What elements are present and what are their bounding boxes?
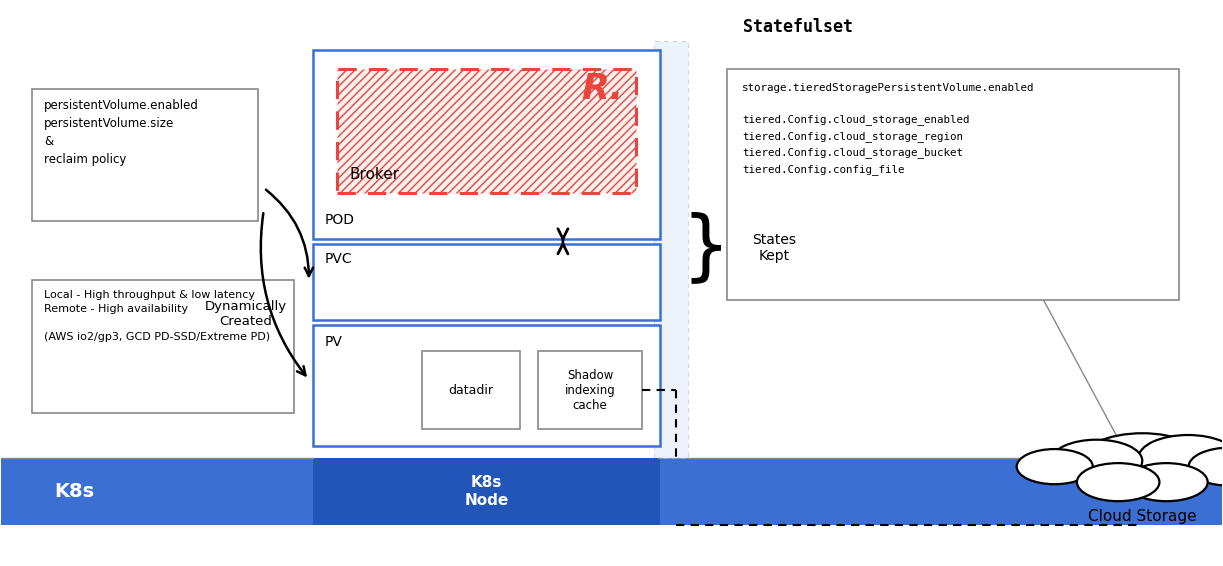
Bar bbox=[1, 457, 1222, 525]
Text: K8s: K8s bbox=[55, 482, 94, 501]
Bar bbox=[654, 41, 689, 457]
Text: PV: PV bbox=[325, 336, 342, 349]
Text: Cloud Storage: Cloud Storage bbox=[1088, 509, 1196, 524]
Bar bbox=[313, 50, 660, 239]
Bar bbox=[313, 325, 660, 447]
Text: datadir: datadir bbox=[449, 384, 494, 397]
Bar bbox=[32, 89, 258, 221]
Circle shape bbox=[1125, 463, 1207, 501]
Text: }: } bbox=[681, 211, 730, 285]
Bar bbox=[728, 69, 1179, 300]
Text: Shadow
indexing
cache: Shadow indexing cache bbox=[565, 368, 615, 411]
Circle shape bbox=[1079, 433, 1206, 492]
Text: PVC: PVC bbox=[325, 252, 352, 266]
Bar bbox=[313, 243, 660, 320]
Bar bbox=[338, 69, 636, 193]
Bar bbox=[538, 350, 642, 430]
Text: storage.tieredStoragePersistentVolume.enabled

tiered.Config.cloud_storage_enabl: storage.tieredStoragePersistentVolume.en… bbox=[742, 83, 1035, 175]
Bar bbox=[32, 280, 295, 413]
Text: States
Kept: States Kept bbox=[752, 233, 796, 263]
Circle shape bbox=[1016, 449, 1093, 484]
Circle shape bbox=[1051, 440, 1142, 482]
Circle shape bbox=[1077, 463, 1159, 501]
Text: Statefulset: Statefulset bbox=[744, 18, 854, 36]
Text: POD: POD bbox=[325, 213, 355, 226]
Text: R.: R. bbox=[581, 72, 624, 106]
Bar bbox=[422, 350, 520, 430]
Circle shape bbox=[1189, 448, 1223, 486]
Text: K8s
Node: K8s Node bbox=[465, 475, 509, 508]
Bar bbox=[313, 457, 660, 525]
Circle shape bbox=[1139, 435, 1223, 481]
Text: Broker: Broker bbox=[349, 166, 399, 182]
Text: persistentVolume.enabled
persistentVolume.size
&
reclaim policy: persistentVolume.enabled persistentVolum… bbox=[44, 99, 199, 166]
Text: Local - High throughput & low latency
Remote - High availability

(AWS io2/gp3, : Local - High throughput & low latency Re… bbox=[44, 290, 270, 342]
Text: Dynamically
Created: Dynamically Created bbox=[204, 300, 286, 328]
